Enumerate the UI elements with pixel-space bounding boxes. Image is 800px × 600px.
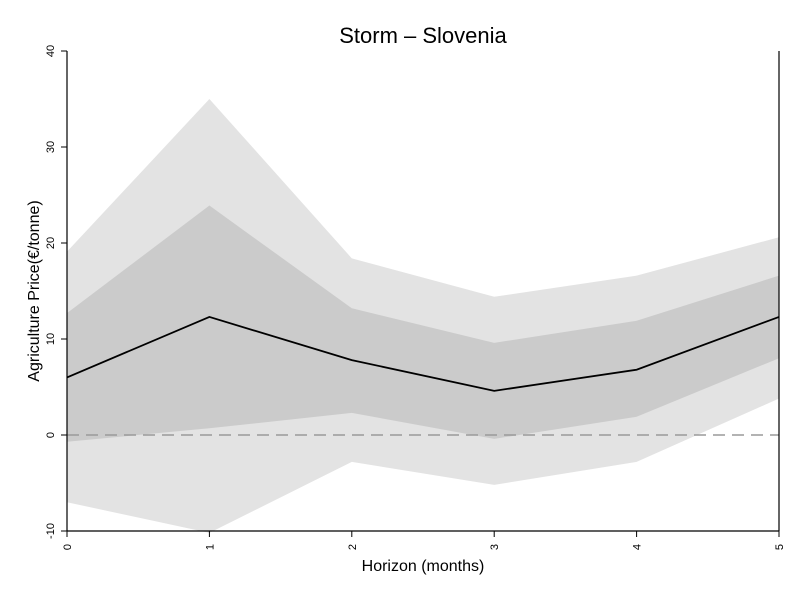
x-axis-label: Horizon (months) [362, 558, 485, 575]
series-line [66, 315, 780, 392]
inner-confidence-band [67, 205, 779, 442]
x-tick-label: 0 [62, 544, 74, 550]
chart-title: Storm – Slovenia [339, 23, 507, 48]
outer-confidence-band [67, 99, 779, 533]
y-tick-label: -10 [45, 523, 57, 539]
y-axis-label: Agriculture Price(€/tonne) [26, 200, 43, 381]
x-tick-label: 5 [774, 544, 786, 550]
y-tick-label: 30 [45, 141, 57, 153]
x-tick-label: 2 [347, 544, 359, 550]
x-tick-label: 3 [489, 544, 501, 550]
y-tick-label: 20 [45, 237, 57, 249]
y-tick-label: 40 [45, 45, 57, 57]
x-tick-label: 4 [632, 544, 644, 550]
y-ticks: -10 0 10 20 30 40 [45, 45, 67, 539]
confidence-bands [67, 99, 779, 533]
x-ticks: 0 1 2 3 4 5 [62, 531, 786, 550]
y-tick-label: 0 [45, 432, 57, 438]
y-tick-label: 10 [45, 333, 57, 345]
x-tick-label: 1 [204, 544, 216, 550]
series-lines [66, 315, 780, 392]
